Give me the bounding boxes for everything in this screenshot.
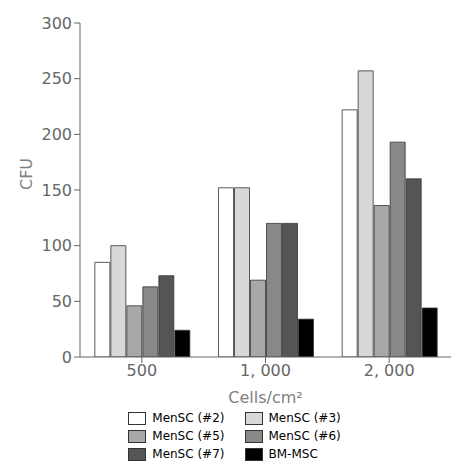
svg-text:300: 300 bbox=[41, 14, 72, 33]
svg-text:Cells/cm²: Cells/cm² bbox=[228, 388, 302, 407]
svg-text:250: 250 bbox=[41, 69, 72, 88]
svg-text:100: 100 bbox=[41, 236, 72, 255]
svg-text:500: 500 bbox=[127, 361, 158, 380]
html-text:BM-MSC: BM-MSC bbox=[268, 447, 318, 461]
html-text:MenSC (#7): MenSC (#7) bbox=[152, 447, 225, 461]
svg-text:50: 50 bbox=[52, 292, 72, 311]
svg-text:0: 0 bbox=[62, 348, 72, 367]
svg-text:CFU: CFU bbox=[17, 158, 36, 190]
html-text:MenSC (#2): MenSC (#2) bbox=[152, 411, 225, 425]
svg-text:2, 000: 2, 000 bbox=[364, 361, 415, 380]
html-text:MenSC (#5): MenSC (#5) bbox=[152, 429, 225, 443]
svg-text:1, 000: 1, 000 bbox=[240, 361, 291, 380]
svg-text:200: 200 bbox=[41, 125, 72, 144]
svg-text:150: 150 bbox=[41, 181, 72, 200]
html-text:MenSC (#6): MenSC (#6) bbox=[268, 429, 341, 443]
html-text:MenSC (#3): MenSC (#3) bbox=[268, 411, 341, 425]
